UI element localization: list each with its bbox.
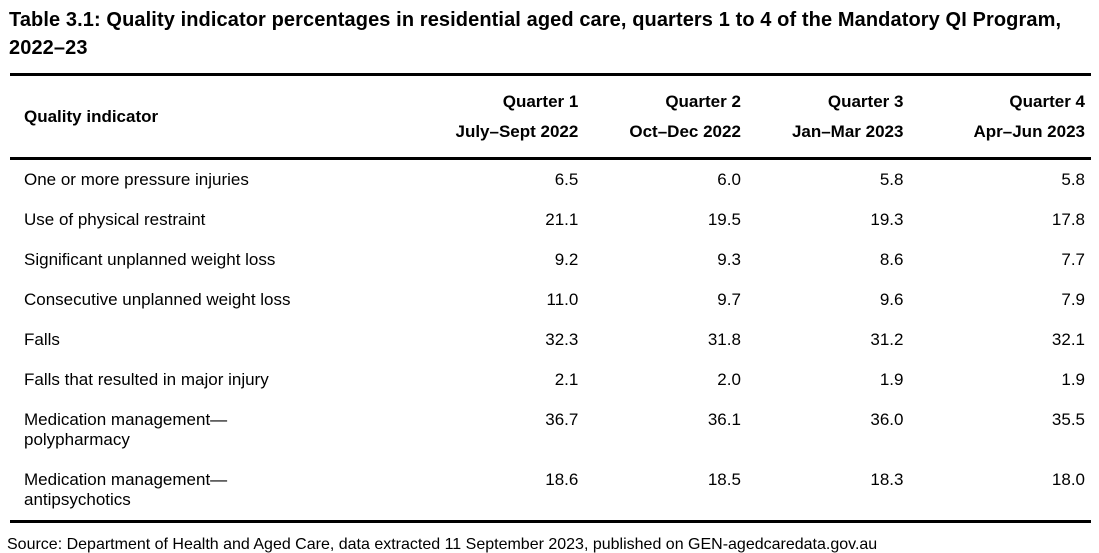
value-cell-q1: 21.1 — [545, 210, 579, 229]
column-header-quarter-1: Quarter 1 July–Sept 2022 — [409, 75, 579, 159]
page-title: Table 3.1: Quality indicator percentages… — [9, 9, 1062, 59]
table-header: Quality indicator Quarter 1 July–Sept 20… — [10, 75, 1091, 159]
value-cell-q1: 11.0 — [546, 290, 579, 309]
quarter-4-period: Apr–Jun 2023 — [973, 122, 1086, 141]
value-cell-q2: 2.0 — [717, 370, 741, 389]
quarter-3-period: Jan–Mar 2023 — [791, 122, 904, 141]
value-cell-q2: 18.5 — [707, 470, 741, 489]
value-cell-q3: 31.2 — [870, 330, 904, 349]
table-body: One or more pressure injuries 6.5 6.0 5.… — [10, 159, 1091, 522]
value-cell-q3: 8.6 — [879, 250, 904, 269]
header-row: Quality indicator Quarter 1 July–Sept 20… — [10, 75, 1091, 159]
value-cell-q1: 9.2 — [554, 250, 579, 269]
value-cell-q3: 18.3 — [870, 470, 904, 489]
source-note: Source: Department of Health and Aged Ca… — [7, 536, 878, 553]
indicator-cell: Medication management— polypharmacy — [24, 410, 228, 449]
quarter-1-period: July–Sept 2022 — [455, 122, 579, 141]
value-cell-q3: 36.0 — [870, 410, 904, 429]
value-cell-q1: 32.3 — [545, 330, 579, 349]
quarter-2-label: Quarter 2 — [665, 92, 741, 111]
table-row: Consecutive unplanned weight loss 11.0 9… — [10, 280, 1091, 320]
column-header-quarter-4: Quarter 4 Apr–Jun 2023 — [903, 75, 1091, 159]
indicator-cell: Medication management— antipsychotics — [24, 470, 228, 509]
column-header-quarter-2: Quarter 2 Oct–Dec 2022 — [578, 75, 741, 159]
table-row: Significant unplanned weight loss 9.2 9.… — [10, 240, 1091, 280]
value-cell-q4: 7.7 — [1061, 250, 1085, 269]
value-cell-q2: 31.8 — [707, 330, 741, 349]
value-cell-q2: 9.7 — [717, 290, 741, 309]
value-cell-q1: 18.6 — [545, 470, 579, 489]
indicator-cell: Falls that resulted in major injury — [24, 370, 269, 389]
quarter-1-label: Quarter 1 — [502, 92, 579, 111]
column-header-quarter-3: Quarter 3 Jan–Mar 2023 — [741, 75, 904, 159]
indicator-cell: Use of physical restraint — [24, 210, 206, 229]
value-cell-q4: 18.0 — [1051, 470, 1085, 489]
table-row: Medication management— polypharmacy 36.7… — [10, 400, 1091, 460]
value-cell-q1: 2.1 — [554, 370, 579, 389]
value-cell-q3: 9.6 — [879, 290, 904, 309]
table-row: Falls 32.3 31.8 31.2 32.1 — [10, 320, 1091, 360]
value-cell-q4: 5.8 — [1061, 170, 1085, 189]
column-header-quality-indicator: Quality indicator — [24, 107, 159, 126]
quality-indicator-table: Quality indicator Quarter 1 July–Sept 20… — [10, 73, 1091, 523]
table-row: Medication management— antipsychotics 18… — [10, 460, 1091, 522]
value-cell-q1: 6.5 — [554, 170, 579, 189]
table-row: Use of physical restraint 21.1 19.5 19.3… — [10, 200, 1091, 240]
quarter-3-label: Quarter 3 — [827, 92, 904, 111]
value-cell-q3: 19.3 — [870, 210, 904, 229]
value-cell-q4: 32.1 — [1051, 330, 1085, 349]
indicator-cell: Falls — [24, 330, 60, 349]
value-cell-q3: 1.9 — [879, 370, 904, 389]
indicator-cell: Consecutive unplanned weight loss — [24, 290, 291, 309]
value-cell-q2: 9.3 — [717, 250, 741, 269]
value-cell-q2: 36.1 — [707, 410, 741, 429]
table-row: Falls that resulted in major injury 2.1 … — [10, 360, 1091, 400]
value-cell-q2: 6.0 — [717, 170, 741, 189]
quarter-2-period: Oct–Dec 2022 — [629, 122, 741, 141]
value-cell-q4: 7.9 — [1061, 290, 1085, 309]
indicator-cell: Significant unplanned weight loss — [24, 250, 276, 269]
value-cell-q4: 17.8 — [1051, 210, 1085, 229]
table-row: One or more pressure injuries 6.5 6.0 5.… — [10, 159, 1091, 201]
value-cell-q1: 36.7 — [545, 410, 579, 429]
value-cell-q3: 5.8 — [879, 170, 904, 189]
value-cell-q4: 1.9 — [1061, 370, 1085, 389]
quarter-4-label: Quarter 4 — [1009, 92, 1085, 111]
indicator-cell: One or more pressure injuries — [24, 170, 249, 189]
value-cell-q4: 35.5 — [1051, 410, 1085, 429]
value-cell-q2: 19.5 — [707, 210, 741, 229]
